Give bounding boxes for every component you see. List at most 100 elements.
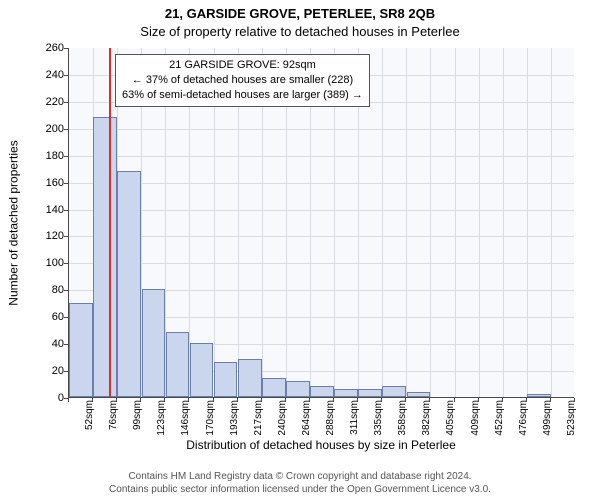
x-tick-label: 311sqm (349, 400, 360, 435)
histogram-bar (142, 289, 166, 397)
y-tick-label: 80 (34, 284, 64, 296)
y-tick-mark (64, 263, 68, 264)
x-tick-mark (574, 398, 575, 402)
x-tick-label: 76sqm (108, 400, 119, 430)
y-tick-mark (64, 290, 68, 291)
x-tick-mark (550, 398, 551, 402)
histogram-bar (382, 386, 406, 397)
gridline-h (69, 183, 574, 184)
gridline-h (69, 236, 574, 237)
y-tick-label: 160 (34, 177, 64, 189)
gridline-v (551, 48, 552, 397)
property-marker-line (109, 48, 111, 397)
y-tick-label: 200 (34, 123, 64, 135)
y-tick-label: 20 (34, 365, 64, 377)
annotation-line2: ← 37% of detached houses are smaller (22… (122, 73, 363, 88)
y-tick-label: 220 (34, 96, 64, 108)
histogram-bar (190, 343, 214, 397)
y-tick-label: 40 (34, 338, 64, 350)
y-tick-label: 260 (34, 42, 64, 54)
plot-area: 21 GARSIDE GROVE: 92sqm ← 37% of detache… (68, 48, 574, 398)
gridline-v (382, 48, 383, 397)
histogram-bar (358, 389, 382, 397)
histogram-bar (286, 381, 310, 397)
x-tick-label: 193sqm (229, 400, 240, 436)
gridline-v (430, 48, 431, 397)
chart-container: 21, GARSIDE GROVE, PETERLEE, SR8 2QB Siz… (0, 0, 600, 500)
title-address: 21, GARSIDE GROVE, PETERLEE, SR8 2QB (0, 6, 600, 21)
annotation-box: 21 GARSIDE GROVE: 92sqm ← 37% of detache… (115, 54, 370, 107)
x-tick-label: 288sqm (325, 400, 336, 436)
x-tick-label: 335sqm (373, 400, 384, 436)
histogram-bar (262, 378, 286, 397)
footer-line1: Contains HM Land Registry data © Crown c… (0, 470, 600, 483)
x-tick-mark (261, 398, 262, 402)
annotation-line3: 63% of semi-detached houses are larger (… (122, 88, 363, 103)
x-tick-mark (92, 398, 93, 402)
x-tick-mark (285, 398, 286, 402)
gridline-v (455, 48, 456, 397)
x-tick-label: 499sqm (542, 400, 553, 436)
y-tick-label: 180 (34, 150, 64, 162)
x-tick-mark (140, 398, 141, 402)
y-tick-mark (64, 156, 68, 157)
histogram-bar (93, 117, 117, 397)
x-tick-mark (116, 398, 117, 402)
footer-line2: Contains public sector information licen… (0, 483, 600, 496)
x-tick-label: 405sqm (445, 400, 456, 436)
x-tick-mark (309, 398, 310, 402)
annotation-line1: 21 GARSIDE GROVE: 92sqm (122, 58, 363, 73)
x-tick-label: 217sqm (253, 400, 264, 436)
histogram-bar (214, 362, 238, 397)
y-tick-label: 60 (34, 311, 64, 323)
title-subtitle: Size of property relative to detached ho… (0, 24, 600, 39)
y-tick-mark (64, 183, 68, 184)
histogram-bar (117, 171, 141, 397)
x-tick-label: 146sqm (180, 400, 191, 436)
y-axis-label-text: Number of detached properties (7, 140, 21, 305)
x-tick-mark (164, 398, 165, 402)
x-tick-label: 358sqm (397, 400, 408, 436)
y-tick-label: 240 (34, 69, 64, 81)
x-tick-label: 264sqm (301, 400, 312, 436)
y-tick-label: 120 (34, 230, 64, 242)
y-tick-mark (64, 317, 68, 318)
x-tick-mark (454, 398, 455, 402)
y-axis-label: Number of detached properties (6, 48, 22, 398)
x-tick-mark (333, 398, 334, 402)
y-tick-mark (64, 210, 68, 211)
x-tick-label: 409sqm (470, 400, 481, 436)
histogram-bar (166, 332, 190, 397)
x-tick-mark (405, 398, 406, 402)
x-tick-mark (526, 398, 527, 402)
gridline-h (69, 210, 574, 211)
x-tick-label: 170sqm (205, 400, 216, 436)
y-tick-mark (64, 75, 68, 76)
histogram-bar (334, 389, 358, 397)
x-tick-label: 240sqm (277, 400, 288, 436)
y-tick-mark (64, 129, 68, 130)
x-tick-label: 52sqm (84, 400, 95, 430)
y-tick-mark (64, 102, 68, 103)
x-tick-label: 123sqm (156, 400, 167, 436)
gridline-v (527, 48, 528, 397)
gridline-v (479, 48, 480, 397)
x-tick-mark (357, 398, 358, 402)
x-tick-label: 382sqm (421, 400, 432, 436)
gridline-h (69, 129, 574, 130)
gridline-v (406, 48, 407, 397)
y-tick-mark (64, 371, 68, 372)
histogram-bar (527, 394, 551, 397)
y-tick-mark (64, 48, 68, 49)
y-tick-mark (64, 344, 68, 345)
gridline-h (69, 263, 574, 264)
y-tick-mark (64, 236, 68, 237)
x-tick-mark (429, 398, 430, 402)
x-tick-label: 523sqm (566, 400, 577, 436)
x-tick-mark (478, 398, 479, 402)
histogram-bar (69, 303, 93, 397)
x-tick-label: 476sqm (518, 400, 529, 436)
y-tick-label: 0 (34, 392, 64, 404)
y-tick-label: 140 (34, 204, 64, 216)
x-tick-mark (237, 398, 238, 402)
